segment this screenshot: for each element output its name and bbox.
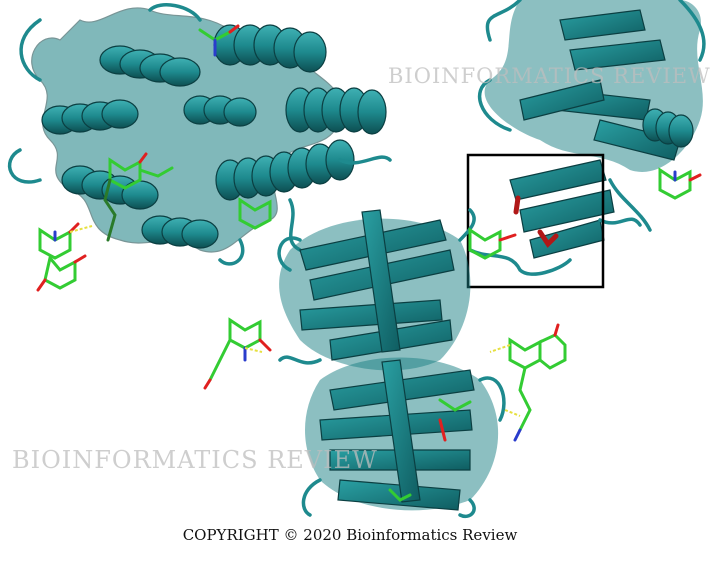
highlight-box bbox=[466, 153, 605, 289]
beta-sandwich-domain bbox=[277, 208, 476, 371]
glycan-ligand-mid-left bbox=[103, 152, 272, 242]
glycan-ligand-top bbox=[198, 24, 240, 57]
glycan-ligand-center bbox=[203, 227, 517, 390]
lower-beta-domain bbox=[301, 357, 506, 518]
helical-domain bbox=[31, 7, 387, 253]
boxed-domain bbox=[468, 159, 642, 276]
copyright-caption: COPYRIGHT © 2020 Bioinformatics Review bbox=[182, 526, 518, 544]
glycan-ligand-right bbox=[388, 167, 702, 502]
glycan-ligand-left bbox=[36, 222, 87, 292]
highlighted-residues bbox=[513, 195, 559, 248]
watermark-top: BIOINFORMATICS REVIEW bbox=[388, 64, 711, 88]
hydrogen-bonds bbox=[69, 225, 521, 417]
top-right-domain bbox=[478, 0, 706, 232]
watermark-bottom: BIOINFORMATICS REVIEW bbox=[12, 446, 378, 474]
